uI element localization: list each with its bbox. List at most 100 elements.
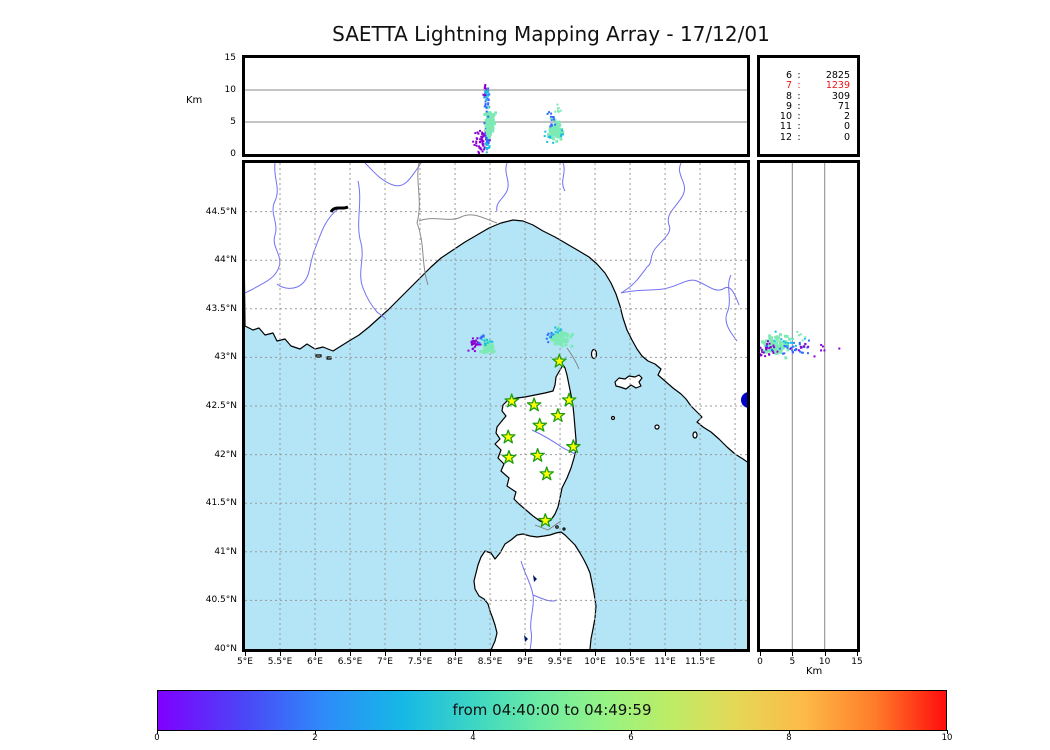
tick-mark: [490, 652, 492, 656]
tick-label: 40°N: [214, 644, 237, 654]
tick-mark: [789, 730, 790, 734]
source-count-rows: 6: 2825 7: 1239 8: 309 9: 71 10: 2 11: 0 12: 0: [760, 58, 857, 143]
source-count-colon: :: [797, 90, 801, 102]
tick-mark: [760, 652, 761, 656]
bonifacio-islet-2: [562, 527, 566, 531]
source-count-row: 6: 2825: [760, 70, 850, 81]
sardinia-lake-1: [533, 575, 537, 582]
elba-island: [614, 374, 643, 390]
tick-label: 8: [786, 733, 792, 743]
tick-mark: [315, 652, 316, 656]
source-count-row: 12: 0: [760, 131, 850, 143]
tick-label: 40.5°N: [205, 595, 237, 606]
tick-label: 8.5°E: [477, 657, 503, 667]
tick-mark: [824, 652, 826, 656]
lightning-points-right: [760, 330, 841, 360]
tick-mark: [792, 652, 794, 656]
sardinia-lake-2: [524, 635, 528, 642]
source-count-count: 2: [843, 111, 850, 123]
tick-label: 4: [470, 733, 476, 743]
page-title: SAETTA Lightning Mapping Array - 17/12/0…: [332, 22, 770, 46]
tick-mark: [350, 652, 351, 656]
lightning-points-map: [467, 326, 574, 355]
tick-mark: [665, 652, 667, 656]
tick-label: 44°N: [214, 255, 237, 266]
lma-station-star: [550, 408, 566, 423]
tick-label: 5.5°E: [267, 657, 293, 667]
capraia-island: [590, 348, 598, 360]
serre-poncon-lake: [329, 205, 349, 213]
tick-mark: [315, 730, 316, 734]
source-count-level: 10: [779, 111, 792, 123]
tick-label: 5: [230, 117, 236, 127]
source-count-colon: :: [797, 121, 801, 133]
tick-label: 0: [154, 733, 160, 743]
tick-mark: [455, 652, 457, 656]
tick-label: 15: [224, 53, 236, 63]
tick-label: 6°E: [307, 657, 323, 667]
altitude-longitude-panel: [242, 55, 750, 157]
tick-mark: [700, 652, 702, 656]
source-count-panel: 6: 2825 7: 1239 8: 309 9: 71 10: 2 11: 0 12: 0: [757, 55, 860, 157]
country-borders: [416, 163, 498, 286]
tick-label: 15: [851, 657, 863, 667]
source-count-count: 0: [843, 131, 850, 143]
source-count-row: 11: 0: [760, 121, 850, 133]
source-count-colon: :: [797, 80, 801, 92]
tick-label: 5: [789, 657, 796, 667]
source-count-level: 8: [785, 90, 792, 102]
source-count-level: 6: [785, 70, 792, 81]
map-gridlines: [245, 163, 747, 649]
sea-track-line: [566, 347, 580, 370]
source-count-row: 8: 309: [760, 90, 850, 102]
tick-mark: [385, 652, 387, 656]
tick-label: 11.5°E: [684, 657, 716, 667]
source-count-row: 7: 1239: [760, 80, 850, 92]
hyeres-islet-2: [326, 356, 332, 360]
source-count-colon: :: [797, 100, 801, 112]
tick-mark: [630, 652, 632, 656]
source-count-colon: :: [797, 70, 801, 81]
tick-mark: [280, 652, 281, 656]
tick-label: 9.5°E: [547, 657, 573, 667]
colorbar-label: from 04:40:00 to 04:49:59: [452, 701, 652, 719]
source-count-colon: :: [797, 131, 801, 143]
source-count-count: 71: [837, 100, 850, 112]
montecristo-island: [654, 424, 660, 430]
lma-station-star: [501, 449, 517, 464]
lma-station-star: [539, 466, 555, 481]
map-plot: [245, 163, 747, 649]
sardinia: [473, 531, 597, 649]
lightning-points-top: [472, 83, 565, 154]
tick-label: 10: [224, 85, 236, 95]
tick-label: 6.5°E: [337, 657, 363, 667]
lakes: [329, 205, 747, 642]
altitude-latitude-panel: [757, 160, 860, 652]
altitude-longitude-plot: [245, 83, 747, 154]
tick-label: 10.5°E: [614, 657, 646, 667]
tick-mark: [473, 730, 474, 734]
source-count-level: 9: [785, 100, 792, 112]
lma-station-star: [538, 513, 553, 528]
tick-mark: [947, 730, 948, 734]
lma-station-star: [552, 353, 567, 368]
tick-label: 42°N: [214, 449, 237, 460]
tick-label: 10°E: [584, 657, 606, 667]
tick-label: 0: [757, 657, 763, 667]
tick-label: 7°E: [377, 657, 393, 667]
source-count-row: 9: 71: [760, 100, 850, 112]
source-count-row: 10: 2: [760, 111, 850, 123]
altitude-latitude-plot: [760, 163, 841, 649]
hyeres-islet-1: [315, 354, 322, 358]
lma-station-star: [504, 393, 520, 408]
lma-station-star: [526, 397, 542, 412]
lma-station-star: [530, 447, 545, 462]
source-count-count: 1239: [825, 80, 850, 92]
tick-label: 42.5°N: [205, 401, 237, 411]
bonifacio-islet-1: [555, 525, 559, 529]
top-axis-km-label: Km: [186, 95, 203, 106]
source-count-level: 7: [785, 80, 792, 92]
source-count-count: 309: [831, 90, 850, 102]
right-axis-km-label: Km: [806, 666, 823, 677]
